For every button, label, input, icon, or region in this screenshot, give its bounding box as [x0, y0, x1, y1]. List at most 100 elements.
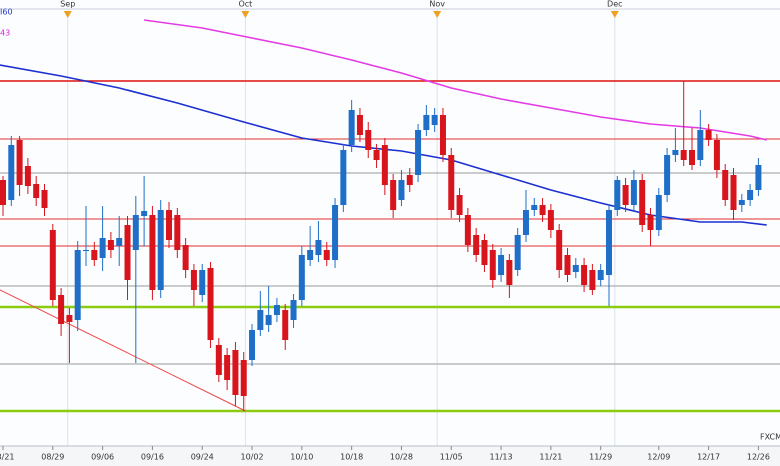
candle-body	[647, 215, 654, 230]
moving-average	[0, 64, 767, 226]
candle-body	[182, 245, 189, 270]
candle-body	[639, 180, 646, 225]
candle-body	[149, 215, 156, 290]
candle-body	[498, 255, 505, 275]
candle-body	[83, 250, 90, 251]
candle-body	[8, 145, 15, 200]
candle-body	[332, 205, 339, 260]
candle-body	[166, 210, 173, 240]
candle-body	[199, 270, 206, 295]
x-tick-label: 11/21	[539, 453, 562, 462]
candle-body	[257, 310, 264, 330]
candle-body	[547, 210, 554, 230]
candle-body	[506, 260, 513, 285]
candle-body	[348, 110, 355, 145]
candle-body	[431, 115, 438, 125]
candle-body	[747, 190, 754, 200]
candle-body	[423, 115, 430, 130]
x-tick-label: 11/13	[490, 453, 513, 462]
x-tick-label: 11/29	[589, 453, 612, 462]
candle-body	[107, 240, 114, 250]
candle-body	[58, 295, 65, 324]
candle-body	[473, 235, 480, 255]
candle-body	[116, 238, 123, 246]
candle-body	[581, 265, 588, 285]
candle-body	[572, 265, 579, 272]
candle-body	[24, 166, 31, 186]
candle-body	[713, 140, 720, 170]
candle-body	[298, 255, 305, 300]
candle-body	[190, 270, 197, 290]
candle-body	[705, 130, 712, 140]
candle-body	[672, 150, 679, 155]
candle-body	[16, 140, 23, 185]
x-tick-label: 09/24	[191, 453, 214, 462]
candle-body	[132, 215, 139, 250]
x-tick-label: 12/17	[697, 453, 720, 462]
candle-body	[224, 355, 231, 380]
month-label: Nov	[429, 0, 445, 9]
candle-body	[514, 235, 521, 270]
candle-body	[307, 250, 314, 260]
candle-body	[373, 150, 380, 160]
candle-body	[365, 130, 372, 150]
x-axis-band	[0, 446, 780, 466]
month-marker	[433, 11, 442, 18]
candle-body	[630, 180, 637, 205]
candle-body	[33, 184, 40, 198]
candle-body	[755, 165, 762, 190]
candle-body	[464, 215, 471, 245]
candle-body	[0, 180, 6, 205]
x-tick-label: 10/02	[240, 453, 263, 462]
candle-body	[215, 345, 222, 375]
candle-body	[539, 205, 546, 215]
candle-body	[722, 170, 729, 200]
legend-fragment: I60	[0, 8, 13, 17]
moving-average	[144, 19, 767, 141]
trend-line	[0, 289, 246, 412]
candle-body	[174, 215, 181, 250]
month-label: Sep	[60, 0, 75, 9]
candle-body	[664, 155, 671, 195]
candle-body	[730, 175, 737, 210]
x-tick-label: 12/26	[747, 453, 770, 462]
x-tick-label: 08/21	[0, 453, 15, 462]
x-tick-label: 12/09	[647, 453, 670, 462]
candle-body	[232, 350, 239, 395]
candle-body	[265, 315, 272, 325]
candle-body	[390, 180, 397, 210]
legend-fragment: 43	[0, 29, 10, 38]
candle-body	[315, 240, 322, 255]
candle-body	[697, 130, 704, 160]
x-tick-label: 10/18	[340, 453, 363, 462]
candle-body	[66, 315, 73, 322]
x-tick-label: 10/10	[290, 453, 313, 462]
x-tick-label: 08/29	[41, 453, 64, 462]
candle-body	[597, 270, 604, 280]
month-marker	[63, 11, 72, 18]
candle-body	[91, 250, 98, 260]
candle-body	[340, 150, 347, 205]
candle-body	[323, 250, 330, 260]
candle-body	[448, 155, 455, 210]
x-tick-label: 10/28	[390, 453, 413, 462]
candle-body	[74, 250, 81, 320]
x-tick-label: 11/05	[440, 453, 463, 462]
candle-body	[489, 250, 496, 280]
candle-body	[381, 145, 388, 185]
candle-body	[207, 268, 214, 340]
candle-body	[406, 175, 413, 185]
candle-body	[282, 310, 289, 340]
candle-body	[564, 255, 571, 275]
candle-body	[680, 150, 687, 160]
candle-body	[655, 195, 662, 230]
candle-body	[556, 230, 563, 270]
candle-body	[689, 150, 696, 165]
candle-body	[398, 180, 405, 200]
candle-body	[415, 130, 422, 175]
candle-body	[240, 360, 247, 396]
candle-body	[273, 305, 280, 315]
candle-body	[522, 210, 529, 235]
candle-body	[49, 230, 56, 300]
